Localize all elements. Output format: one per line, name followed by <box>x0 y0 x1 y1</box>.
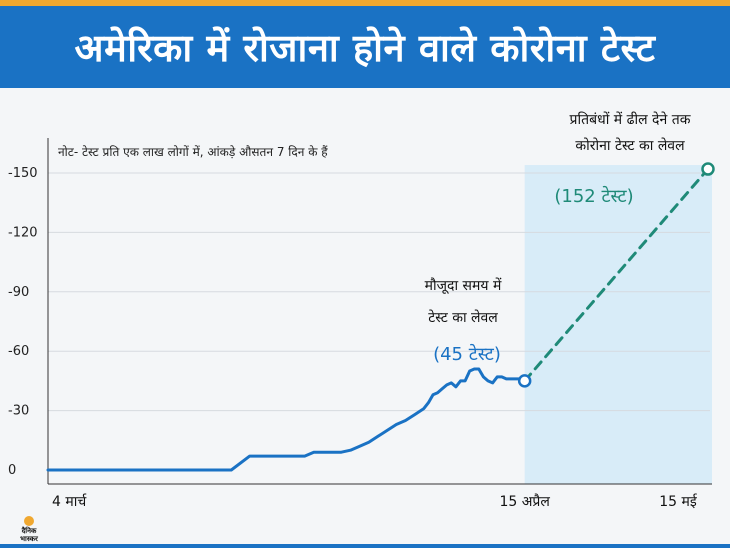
series-group <box>46 162 715 472</box>
current-level-value: (45 टेस्ट) <box>433 343 501 365</box>
actual-tests-line <box>46 367 527 472</box>
grid-lines <box>48 172 710 412</box>
target-level-label-1: प्रतिबंधों में ढील देने तक <box>570 111 691 128</box>
title-banner: अमेरिका में रोजाना होने वाले कोरोना टेस्… <box>0 0 730 88</box>
y-tick-label: -120 <box>8 225 38 240</box>
x-tick-label: 4 मार्च <box>52 493 87 510</box>
y-tick-label: 0 <box>8 463 16 478</box>
y-tick-label: -90 <box>8 285 29 300</box>
current-level-label-1: मौजूदा समय में <box>425 277 502 294</box>
bottom-bar <box>0 544 730 548</box>
y-axis-ticks: 0 -30 -60 -90 -120 -150 <box>8 166 38 478</box>
sun-icon <box>24 515 34 526</box>
target-level-value: (152 टेस्ट) <box>554 185 633 207</box>
logo-line-2: भास्कर <box>20 534 38 543</box>
projection-line <box>523 167 710 383</box>
logo-line-1: दैनिक <box>21 526 37 535</box>
y-tick-label: -60 <box>8 344 29 359</box>
brand-logo: दैनिक भास्कर <box>10 514 48 544</box>
x-tick-label: 15 अप्रैल <box>499 493 550 510</box>
chart-title: अमेरिका में रोजाना होने वाले कोरोना टेस्… <box>74 26 656 70</box>
x-tick-label: 15 मई <box>659 493 698 510</box>
note-text: नोट- टेस्ट प्रति एक लाख लोगों में, आंकड़… <box>58 145 328 159</box>
target-level-label-2: कोरोना टेस्ट का लेवल <box>575 137 685 154</box>
target-point-marker <box>701 162 715 176</box>
projection-shade <box>524 165 712 485</box>
y-tick-label: -30 <box>8 404 29 419</box>
current-point-marker <box>517 374 532 388</box>
x-axis-labels: 4 मार्च 15 अप्रैल 15 मई <box>52 493 698 510</box>
y-tick-label: -150 <box>8 166 38 181</box>
current-level-label-2: टेस्ट का लेवल <box>428 309 498 326</box>
